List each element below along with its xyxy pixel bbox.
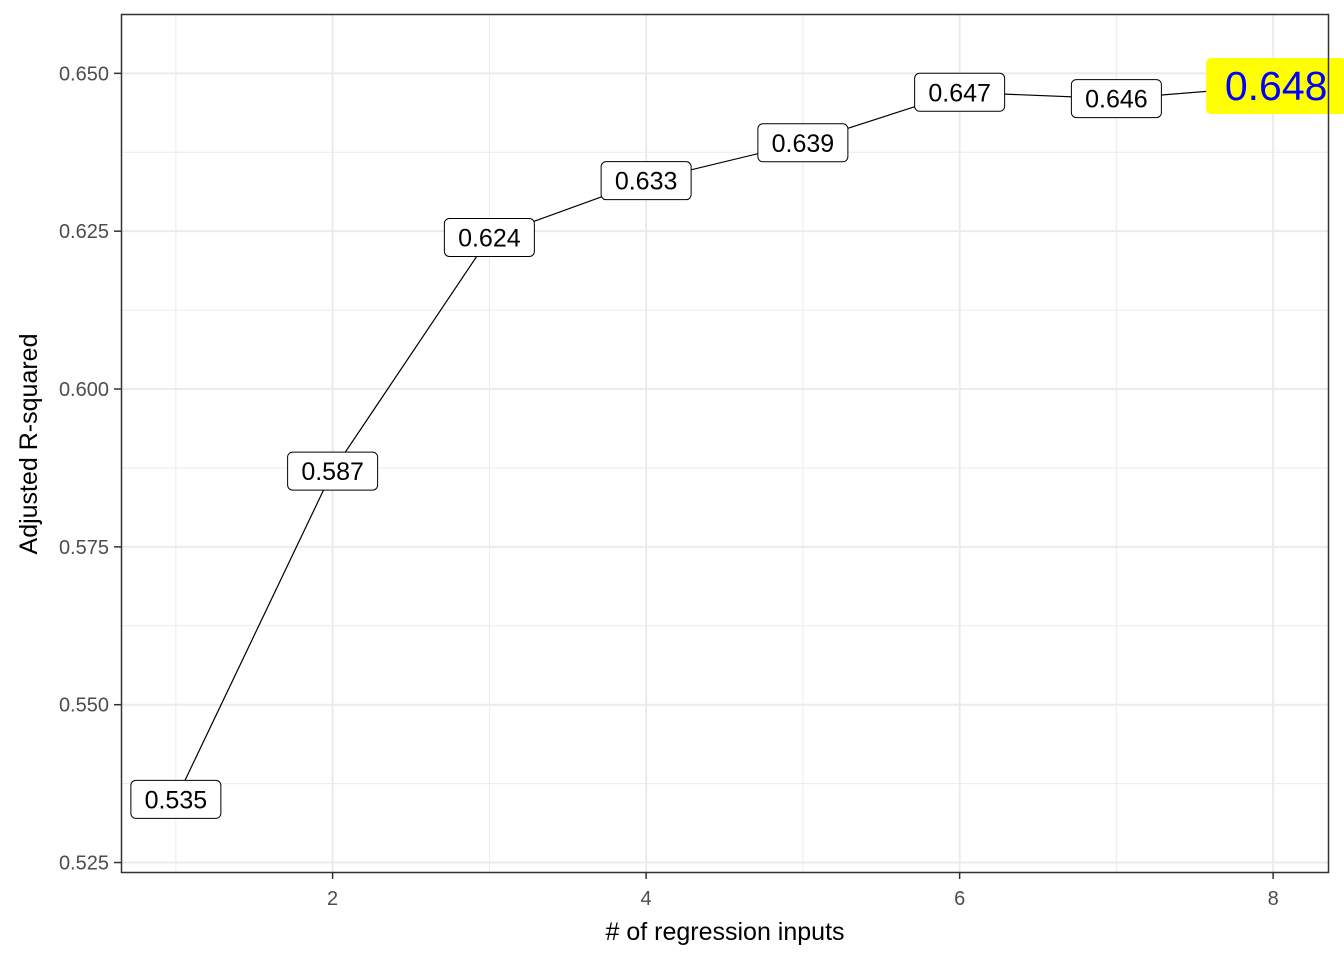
y-axis-title: Adjusted R-squared — [15, 334, 43, 555]
point-label: 0.535 — [130, 779, 222, 819]
point-label-box — [1070, 79, 1162, 119]
point-label-box — [914, 72, 1006, 112]
point-label: 0.639 — [757, 123, 849, 163]
series-line — [175, 85, 1274, 800]
point-labels: 0.535 0.587 0.624 0.633 0.639 0.647 0.646 0.648 — [130, 57, 1344, 819]
point-label-text: 0.633 — [615, 168, 678, 196]
grid-minor — [121, 14, 1328, 872]
y-tick-label: 0.600 — [59, 379, 109, 401]
x-tick-label: 4 — [641, 888, 652, 910]
x-tick-label: 6 — [954, 888, 965, 910]
point-label: 0.587 — [287, 451, 379, 491]
point-label: 0.647 — [914, 72, 1006, 112]
point-label-box — [757, 123, 849, 163]
point-label-text: 0.647 — [928, 79, 991, 107]
point-label-highlight: 0.648 — [1206, 57, 1344, 114]
y-tick-label: 0.525 — [59, 853, 109, 875]
grid-major — [121, 14, 1328, 872]
y-axis: 0.525 0.550 0.575 0.600 0.625 0.650 — [59, 63, 121, 875]
series-polyline — [175, 85, 1274, 800]
point-label-text: 0.535 — [145, 786, 208, 814]
y-tick-label: 0.575 — [59, 537, 109, 559]
point-label-text: 0.587 — [301, 458, 364, 486]
point-label: 0.646 — [1070, 79, 1162, 119]
point-label-box — [287, 451, 379, 491]
point-label-text: 0.639 — [772, 130, 835, 158]
point-label-text: 0.624 — [458, 224, 521, 252]
x-tick-label: 8 — [1268, 888, 1279, 910]
point-label: 0.633 — [600, 161, 692, 201]
point-label-text: 0.648 — [1225, 63, 1328, 109]
point-label-box — [1206, 57, 1344, 114]
point-label-box — [600, 161, 692, 201]
x-axis: 2 4 6 8 — [327, 872, 1279, 910]
point-label-box — [443, 217, 535, 257]
point-label: 0.624 — [443, 217, 535, 257]
point-label-text: 0.646 — [1085, 86, 1148, 114]
x-tick-label: 2 — [327, 888, 338, 910]
x-axis-title: # of regression inputs — [605, 918, 844, 946]
y-tick-label: 0.550 — [59, 695, 109, 717]
point-label-box — [130, 779, 222, 819]
y-tick-label: 0.650 — [59, 63, 109, 85]
panel-border — [120, 13, 1330, 874]
y-tick-label: 0.625 — [59, 221, 109, 243]
